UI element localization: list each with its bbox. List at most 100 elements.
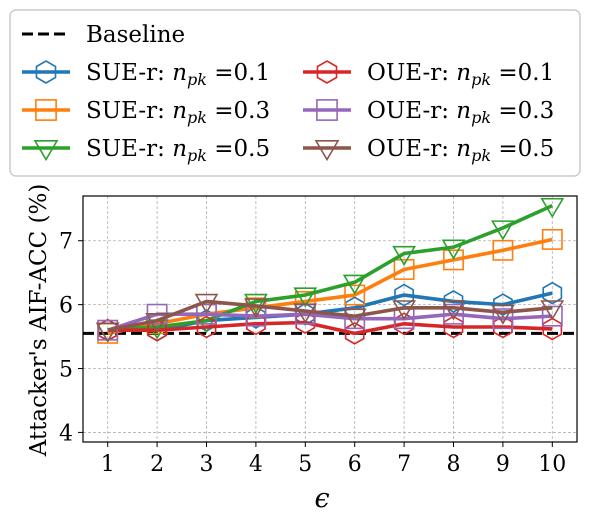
- legend-var: n: [172, 60, 187, 86]
- y-tick-label: 5: [59, 358, 73, 383]
- legend-entry-3: OUE-r: npk =0.1: [303, 60, 554, 89]
- y-tick-label: 6: [59, 294, 73, 319]
- legend-sub: pk: [187, 146, 207, 165]
- data-point: [344, 284, 366, 306]
- legend-marker: [35, 99, 57, 121]
- data-point: [95, 322, 120, 343]
- legend-marker: [316, 99, 338, 121]
- legend-var: n: [456, 60, 471, 86]
- x-tick-label: 1: [101, 452, 115, 477]
- data-point: [246, 312, 266, 336]
- series-line: [107, 312, 553, 332]
- data-point: [342, 274, 367, 295]
- legend-suffix: =0.1: [491, 60, 554, 86]
- data-point: [443, 303, 464, 325]
- data-point: [342, 308, 367, 329]
- data-point: [443, 315, 464, 339]
- legend-suffix: =0.5: [491, 136, 554, 162]
- legend-var: n: [456, 136, 471, 162]
- legend-label: OUE-r: npk =0.5: [367, 136, 554, 165]
- data-point: [540, 197, 565, 219]
- legend-prefix: OUE-r:: [367, 60, 456, 86]
- legend-marker: [33, 140, 59, 162]
- data-point: [244, 293, 268, 315]
- data-point: [194, 293, 219, 315]
- x-tick-label: 10: [538, 452, 566, 477]
- legend-entry-2: SUE-r: npk =0.5: [22, 136, 270, 165]
- data-point: [493, 315, 513, 339]
- data-point: [443, 249, 464, 271]
- series-5: [95, 293, 565, 343]
- legend-prefix: SUE-r:: [86, 60, 172, 86]
- series-line: [107, 237, 553, 336]
- legend-var: n: [172, 136, 187, 162]
- x-tick-label: 2: [150, 452, 164, 477]
- series-line: [107, 299, 553, 332]
- data-point: [145, 312, 169, 334]
- legend-label: SUE-r: npk =0.1: [86, 60, 270, 89]
- x-tick-label: 9: [496, 452, 510, 477]
- legend-prefix: OUE-r:: [367, 98, 456, 124]
- data-point: [392, 245, 416, 267]
- data-point: [542, 281, 563, 305]
- legend-sub: pk: [471, 108, 491, 127]
- data-point: [541, 305, 563, 327]
- legend-prefix: SUE-r:: [86, 98, 172, 124]
- x-tick-label: 8: [447, 452, 461, 477]
- x-tick-label: 3: [200, 452, 214, 477]
- legend-sub: pk: [471, 70, 491, 89]
- legend-label: SUE-r: npk =0.3: [86, 98, 270, 127]
- data-point: [244, 298, 268, 319]
- legend-entry-4: OUE-r: npk =0.3: [303, 98, 554, 127]
- data-point: [196, 315, 217, 339]
- series-group: [95, 197, 565, 345]
- legend-prefix: OUE-r:: [367, 136, 456, 162]
- legend-sub: pk: [471, 146, 491, 165]
- legend-sub: pk: [187, 70, 207, 89]
- y-tick-label: 7: [59, 230, 73, 255]
- legend-entry-5: OUE-r: npk =0.5: [303, 136, 554, 165]
- legend-label: SUE-r: npk =0.5: [86, 136, 270, 165]
- legend-suffix: =0.3: [491, 98, 554, 124]
- data-point: [540, 300, 565, 321]
- x-tick-label: 4: [249, 452, 263, 477]
- data-point: [492, 239, 514, 261]
- legend-entry-baseline: Baseline: [22, 22, 185, 48]
- legend-label: OUE-r: npk =0.1: [367, 60, 554, 89]
- legend-suffix: =0.3: [207, 98, 270, 124]
- legend-entry-1: SUE-r: npk =0.3: [22, 98, 270, 127]
- data-point: [344, 321, 365, 345]
- data-point: [393, 259, 415, 280]
- legend-suffix: =0.1: [207, 60, 270, 86]
- legend-suffix: =0.5: [207, 136, 270, 162]
- plot-frame: [82, 195, 578, 443]
- data-point: [541, 228, 563, 250]
- legend-var: n: [456, 98, 471, 124]
- series-line: [107, 203, 554, 332]
- data-point: [293, 287, 318, 308]
- y-ticks: 4 5 6 7: [59, 230, 83, 446]
- legend-marker: [316, 60, 338, 84]
- legend-marker: [35, 60, 57, 84]
- data-point: [441, 239, 466, 260]
- data-point: [492, 308, 514, 330]
- x-tick-label: 5: [298, 452, 312, 477]
- data-point: [196, 303, 217, 325]
- x-tick-label: 6: [348, 452, 362, 477]
- data-point: [392, 300, 416, 321]
- legend-sub: pk: [187, 108, 207, 127]
- y-tick-label: 4: [59, 421, 73, 446]
- x-ticks: 1 2 3 4 5 6 7 8 9 10: [101, 442, 566, 477]
- legend-marker: [314, 140, 340, 162]
- data-point: [293, 303, 318, 324]
- legend-var: n: [172, 98, 187, 124]
- data-point: [491, 220, 515, 241]
- legend-box: [9, 9, 581, 177]
- legend-entry-0: SUE-r: npk =0.1: [22, 60, 270, 89]
- series-line: [107, 320, 553, 336]
- x-axis-label: ϵ: [314, 483, 329, 514]
- data-point: [441, 300, 466, 321]
- legend-prefix: SUE-r:: [86, 136, 172, 162]
